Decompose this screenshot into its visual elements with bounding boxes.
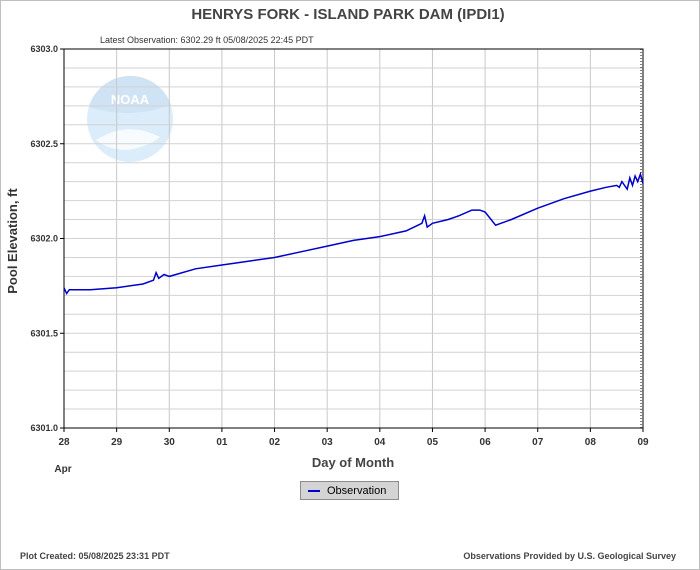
y-tick-label: 6302.0 (30, 234, 58, 244)
y-tick-label: 6301.5 (30, 328, 58, 338)
plot-created-note: Plot Created: 05/08/2025 23:31 PDT (20, 551, 170, 561)
latest-observation: Latest Observation: 6302.29 ft 05/08/202… (100, 35, 314, 45)
x-tick-label: 03 (322, 437, 334, 448)
x-axis-label: Day of Month (312, 455, 394, 470)
x-tick-label: 09 (637, 437, 649, 448)
legend-swatch-observation (308, 489, 320, 492)
y-tick-label: 6302.5 (30, 139, 58, 149)
y-axis: 6301.0 6301.5 6302.0 6302.5 6303.0 (30, 44, 64, 433)
x-axis: 28 29 30 01 02 03 04 05 06 07 08 09 (58, 428, 649, 448)
noaa-logo: NOAA (87, 75, 173, 162)
y-axis-label: Pool Elevation, ft (5, 188, 20, 294)
legend-label-observation: Observation (327, 484, 387, 497)
legend: Observation (300, 481, 399, 500)
x-tick-label: 07 (532, 437, 544, 448)
chart-title: HENRYS FORK - ISLAND PARK DAM (IPDI1) (191, 6, 504, 23)
x-tick-label: 02 (269, 437, 281, 448)
svg-text:NOAA: NOAA (111, 92, 150, 107)
x-tick-label: 06 (480, 437, 492, 448)
data-source-note: Observations Provided by U.S. Geological… (463, 551, 676, 561)
x-tick-label: 08 (585, 437, 597, 448)
x-tick-label: 28 (58, 437, 70, 448)
x-tick-label: 30 (164, 437, 176, 448)
x-tick-label: 01 (216, 437, 228, 448)
series-group (63, 171, 644, 295)
x-tick-label: 29 (111, 437, 123, 448)
y-tick-label: 6301.0 (30, 423, 58, 433)
grid (64, 49, 643, 428)
y-tick-label: 6303.0 (30, 44, 58, 54)
x-tick-label: 05 (427, 437, 439, 448)
x-start-month-label: Apr (54, 464, 71, 475)
series-line-observation (63, 171, 644, 295)
x-tick-label: 04 (374, 437, 386, 448)
